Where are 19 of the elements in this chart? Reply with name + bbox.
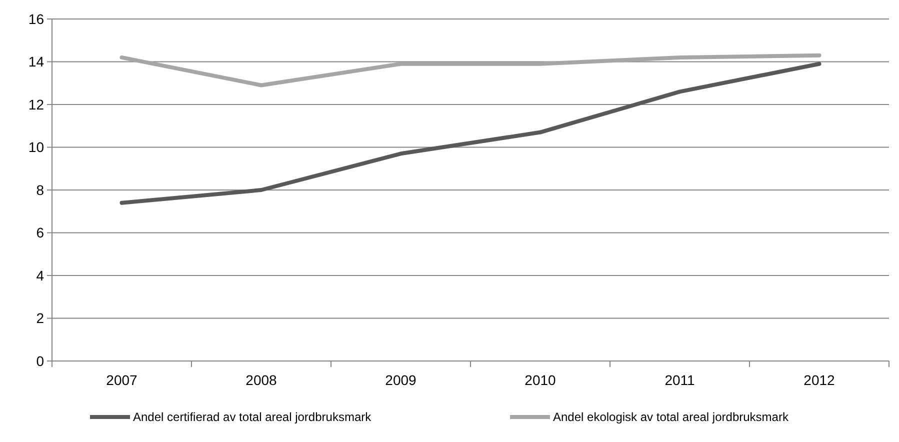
line-series bbox=[120, 62, 822, 205]
x-tick-label: 2008 bbox=[246, 372, 278, 388]
y-tick-label: 10 bbox=[28, 139, 44, 156]
y-tick-label: 4 bbox=[36, 267, 44, 284]
y-tick-label: 14 bbox=[28, 54, 44, 70]
legend-label: Andel ekologisk av total areal jordbruksmark bbox=[553, 410, 790, 424]
y-tick-label: 8 bbox=[36, 182, 44, 198]
y-tick-label: 2 bbox=[36, 310, 44, 326]
x-tick-label: 2011 bbox=[664, 372, 696, 388]
y-tick-label: 16 bbox=[28, 10, 44, 27]
x-tick-label: 2012 bbox=[804, 372, 836, 388]
legend-label: Andel certifierad av total areal jordbruksmark bbox=[133, 410, 372, 424]
y-tick-label: 6 bbox=[36, 224, 44, 241]
x-tick-label: 2007 bbox=[106, 372, 138, 388]
line-series bbox=[120, 53, 822, 88]
x-tick-label: 2009 bbox=[385, 372, 417, 388]
y-tick-label: 0 bbox=[36, 352, 44, 369]
y-tick-label: 12 bbox=[28, 96, 44, 112]
x-tick-label: 2010 bbox=[524, 372, 556, 388]
